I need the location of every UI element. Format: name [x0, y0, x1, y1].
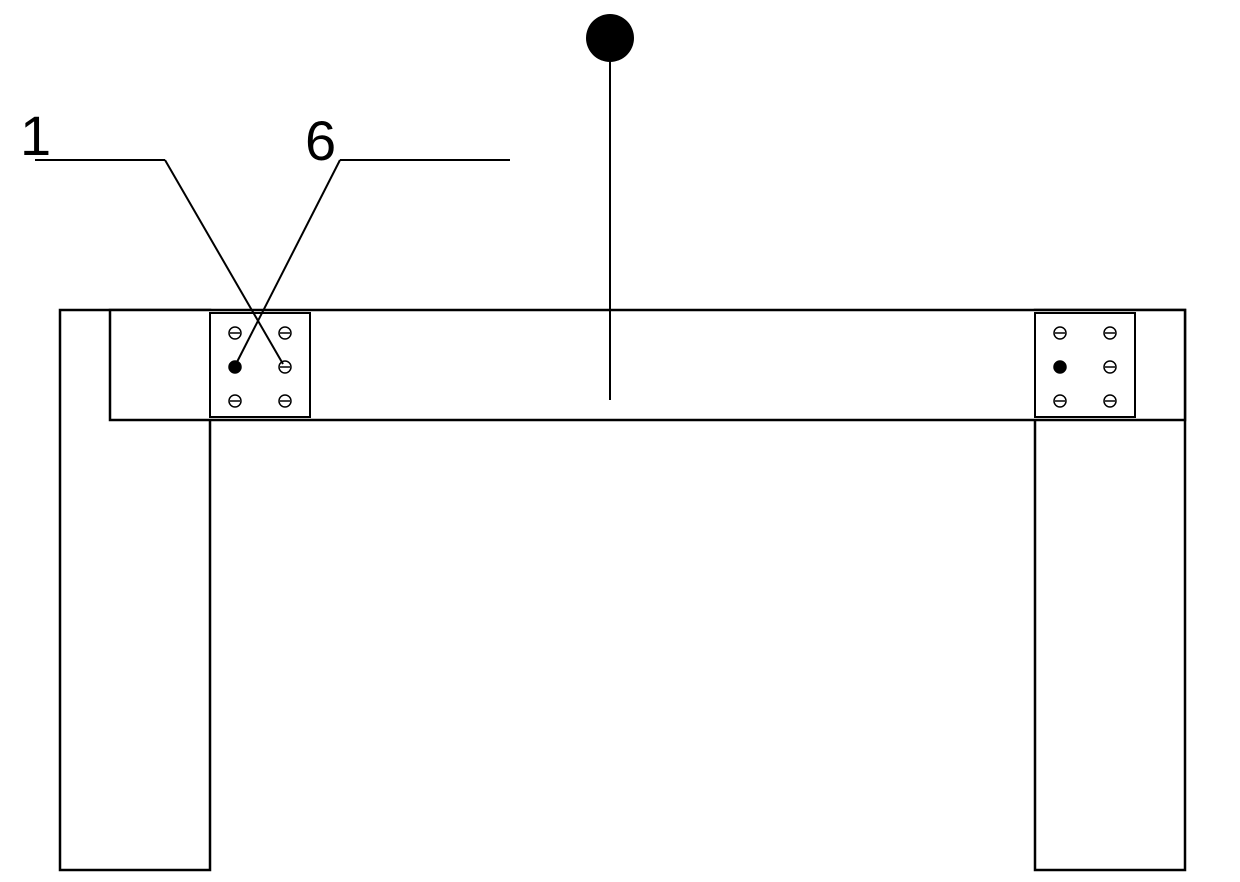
- diagram-svg: 1 6: [0, 0, 1240, 882]
- plate-left: [210, 313, 310, 417]
- label-6: 6: [305, 109, 336, 172]
- plate-right: [1035, 313, 1135, 417]
- diagram-container: 1 6: [0, 0, 1240, 882]
- antenna-tip: [586, 14, 634, 62]
- label-1: 1: [20, 104, 51, 167]
